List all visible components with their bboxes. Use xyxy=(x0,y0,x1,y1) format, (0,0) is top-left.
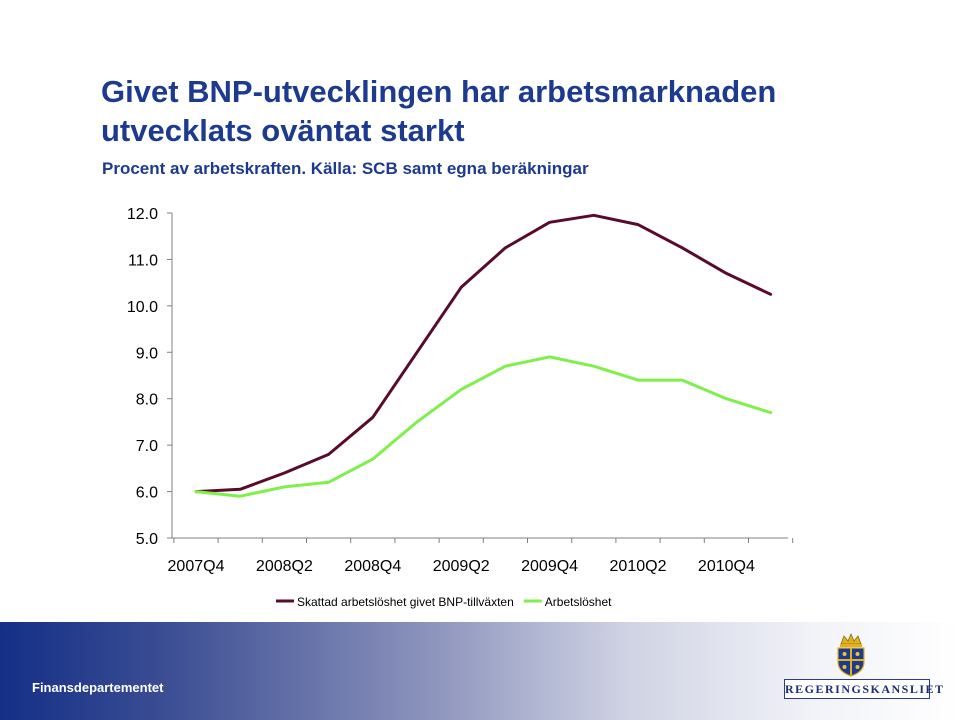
footer-department: Finansdepartementet xyxy=(32,680,164,695)
slide-title: Givet BNP-utvecklingen har arbetsmarknad… xyxy=(101,72,901,150)
y-tick-label: 11.0 xyxy=(128,252,158,269)
logo-text: REGERINGSKANSLIET xyxy=(785,682,945,696)
legend-label-2: Arbetslöshet xyxy=(545,595,612,609)
x-tick-label: 2007Q4 xyxy=(168,558,225,575)
x-tick-label: 2009Q2 xyxy=(433,558,490,575)
y-tick-label: 9.0 xyxy=(136,345,158,362)
y-tick-label: 12.0 xyxy=(127,206,158,223)
y-tick-label: 5.0 xyxy=(136,531,158,548)
x-tick-label: 2010Q4 xyxy=(698,558,755,575)
series-line-2 xyxy=(194,355,773,498)
title-line-2: utvecklats oväntat starkt xyxy=(101,113,465,148)
legend-label-1: Skattad arbetslöshet givet BNP-tillväxte… xyxy=(297,595,514,609)
line-chart: 5.0 6.0 7.0 8.0 9.0 10.0 11.0 12.0 2007Q4 2008Q2 2… xyxy=(127,206,794,609)
y-tick-label: 8.0 xyxy=(136,392,158,409)
x-tick-label: 2010Q2 xyxy=(610,558,667,575)
slide-subtitle: Procent av arbetskraften. Källa: SCB sam… xyxy=(102,159,589,178)
footer-band xyxy=(0,622,960,720)
x-tick-label: 2008Q2 xyxy=(256,558,313,575)
y-tick-label: 7.0 xyxy=(136,438,158,455)
x-tick-label: 2009Q4 xyxy=(521,558,578,575)
title-line-1: Givet BNP-utvecklingen har arbetsmarknad… xyxy=(101,74,777,109)
government-logo: REGERINGSKANSLIET xyxy=(784,679,945,699)
y-tick-label: 6.0 xyxy=(136,485,158,502)
y-tick-label: 10.0 xyxy=(127,299,158,316)
x-tick-label: 2008Q4 xyxy=(344,558,401,575)
crown-shield-icon xyxy=(837,632,865,677)
series-line-1 xyxy=(194,213,773,494)
